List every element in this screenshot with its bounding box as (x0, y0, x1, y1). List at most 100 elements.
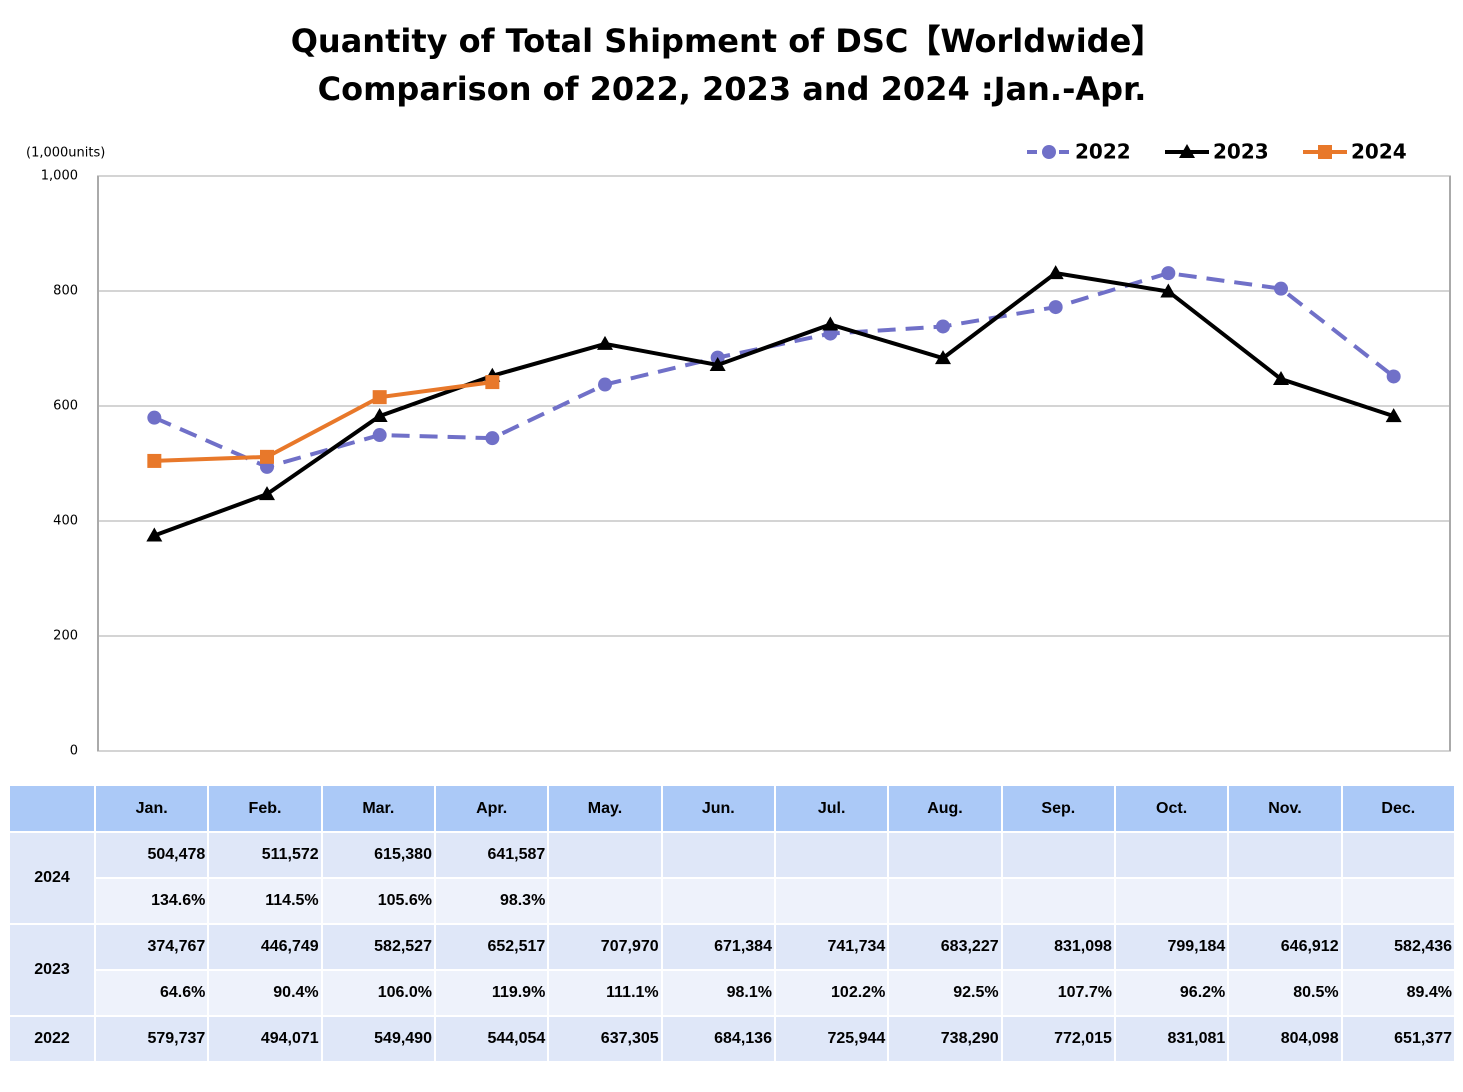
y-tick-label: 600 (53, 399, 78, 414)
chart-subtitle: Comparison of 2022, 2023 and 2024 :Jan.-… (318, 70, 1147, 108)
table-cell: 98.3% (435, 879, 548, 923)
table-cell: 114.5% (209, 879, 321, 923)
table-cell (1002, 879, 1114, 923)
table-cell: 651,377 (1342, 1017, 1454, 1061)
table-cell: 98.1% (662, 971, 774, 1015)
table-cell: Apr. (435, 786, 548, 831)
table-cell: 80.5% (1229, 971, 1341, 1015)
table-cell: May. (549, 786, 661, 831)
legend-label: 2022 (1075, 140, 1131, 164)
point (372, 428, 387, 443)
table-cell: 684,136 (662, 1017, 774, 1061)
y-tick-label: 800 (53, 284, 78, 299)
point (1161, 266, 1176, 281)
table-row: 2023 374,767 446,749 582,527 652,517 707,970 6… (10, 925, 1454, 1015)
point (1047, 265, 1064, 280)
data-table: Jan. Feb. Mar. Apr. May. Jun. Jul. Aug. Sep. Oct.… (8, 784, 1456, 1063)
point (822, 316, 839, 331)
table-row: 2022 579,737 494,071 549,490 544,054 637,305 6… (10, 1017, 1454, 1061)
table-cell: 646,912 (1229, 925, 1341, 969)
point (1274, 281, 1288, 296)
table-cell (1229, 879, 1341, 923)
point (1273, 371, 1289, 386)
table-cell: 64.6% (96, 971, 208, 1015)
table-cell: Jul. (775, 786, 888, 831)
table-cell (549, 833, 661, 877)
table-cell (1115, 879, 1228, 923)
table-row: 64.6% 90.4% 106.0% 119.9% 111.1% 98.1% 102.2% 9… (10, 971, 1454, 1015)
y-tick-label: 1,000 (41, 169, 78, 184)
point (1386, 369, 1401, 384)
table-cell: 738,290 (889, 1017, 1001, 1061)
point (372, 390, 387, 405)
point (260, 449, 274, 464)
y-axis-label: (1,000units) (26, 146, 105, 161)
table-cell: 2023 (10, 925, 94, 1015)
table-cell: 106.0% (322, 971, 434, 1015)
table-cell: 111.1% (549, 971, 661, 1015)
table-cell: 831,081 (1115, 1017, 1228, 1061)
point (485, 375, 500, 390)
table-cell: 119.9% (435, 971, 548, 1015)
table-cell (775, 833, 888, 877)
table-cell (662, 833, 774, 877)
table-cell: 2024 (10, 833, 94, 923)
table-cell (1342, 879, 1454, 923)
table-cell: 494,071 (209, 1017, 321, 1061)
point (146, 527, 163, 542)
table-cell (1342, 833, 1454, 877)
table-cell: 134.6% (96, 879, 208, 923)
point (935, 350, 951, 365)
table-cell: 89.4% (1342, 971, 1454, 1015)
table-cell: 107.7% (1002, 971, 1114, 1015)
table-cell: 671,384 (662, 925, 774, 969)
point (371, 408, 388, 423)
y-tick-label: 400 (53, 514, 78, 529)
table-cell: 579,737 (96, 1017, 208, 1061)
table-cell (662, 879, 774, 923)
series-line (153, 271, 1395, 470)
table-cell (889, 879, 1001, 923)
plot-frame (97, 175, 1451, 752)
point (936, 319, 950, 334)
table-cell: 92.5% (889, 971, 1001, 1015)
table-cell: 582,436 (1342, 925, 1454, 969)
table-cell: 683,227 (889, 925, 1001, 969)
table-row: Jan. Feb. Mar. Apr. May. Jun. Jul. Aug. Sep. Oct.… (10, 786, 1454, 831)
table-cell: 582,527 (322, 925, 434, 969)
table-cell: 799,184 (1115, 925, 1228, 969)
table-cell: 741,734 (775, 925, 888, 969)
table-cell: 446,749 (209, 925, 321, 969)
table-cell: Jun. (662, 786, 774, 831)
table-cell: 615,380 (322, 833, 434, 877)
table-cell: Mar. (322, 786, 434, 831)
table-cell: Oct. (1115, 786, 1228, 831)
table-cell: 90.4% (209, 971, 321, 1015)
y-tick-label: 0 (70, 744, 78, 759)
table-cell: 804,098 (1229, 1017, 1341, 1061)
table-row: 134.6% 114.5% 105.6% 98.3% (10, 879, 1454, 923)
table-cell: 641,587 (435, 833, 548, 877)
table-cell (1115, 833, 1228, 877)
point (1385, 408, 1402, 423)
chart: Quantity of Total Shipment of DSC【Worldw… (26, 22, 1451, 759)
table-cell: 374,767 (96, 925, 208, 969)
table-cell: 544,054 (435, 1017, 548, 1061)
legend-marker (1179, 144, 1195, 158)
point (598, 377, 612, 392)
table-cell: 772,015 (1002, 1017, 1114, 1061)
table-cell (1002, 833, 1114, 877)
point (147, 410, 162, 425)
series-line (153, 271, 1395, 538)
table-cell: 511,572 (209, 833, 321, 877)
legend-label: 2024 (1351, 140, 1407, 164)
table-cell: 105.6% (322, 879, 434, 923)
table-cell (775, 879, 888, 923)
table-cell (10, 786, 94, 831)
chart-title: Quantity of Total Shipment of DSC【Worldw… (291, 22, 1164, 60)
table-cell: Nov. (1229, 786, 1341, 831)
table-cell: Dec. (1342, 786, 1454, 831)
legend-marker (1318, 145, 1332, 159)
table-cell: 96.2% (1115, 971, 1228, 1015)
